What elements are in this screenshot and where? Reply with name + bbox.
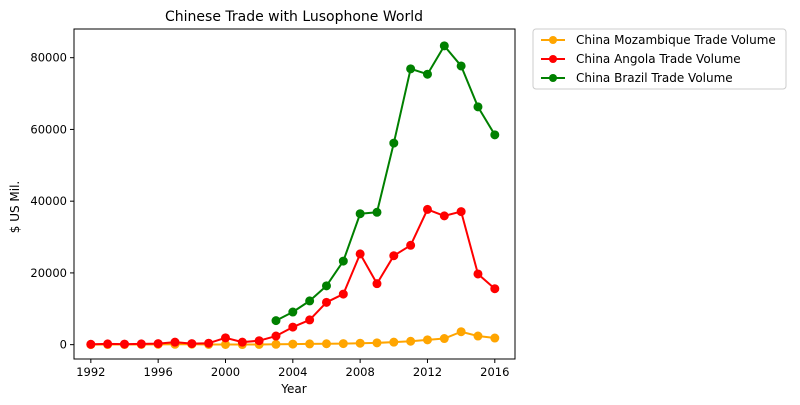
data-point: [490, 284, 500, 294]
x-tick-label: 2008: [346, 365, 375, 379]
data-point: [372, 279, 382, 289]
data-point: [119, 339, 129, 349]
data-point: [254, 336, 264, 346]
x-tick-label: 2016: [480, 365, 509, 379]
data-point: [170, 337, 180, 347]
data-point: [490, 333, 500, 343]
data-point: [456, 327, 466, 337]
data-point: [305, 315, 315, 325]
series-line-2: [275, 44, 496, 322]
legend-marker: [549, 74, 557, 82]
data-point: [305, 296, 315, 306]
data-point: [389, 251, 399, 261]
data-point: [406, 336, 416, 346]
y-tick-label: 40000: [30, 194, 67, 208]
legend: China Mozambique Trade Volume China Angol…: [532, 28, 787, 90]
legend-box: [532, 28, 787, 90]
x-tick-label: 2000: [211, 365, 240, 379]
y-tick-label: 60000: [30, 122, 67, 136]
data-point: [271, 339, 281, 349]
data-point: [389, 337, 399, 347]
y-axis-label: $ US Mil.: [8, 181, 22, 234]
data-point: [288, 307, 298, 317]
legend-label: China Mozambique Trade Volume: [576, 33, 776, 47]
data-point: [338, 256, 348, 266]
data-point: [321, 339, 331, 349]
x-axis-label: Year: [280, 382, 306, 396]
data-point: [372, 338, 382, 348]
chart-title: Chinese Trade with Lusophone World: [165, 9, 423, 25]
data-point: [456, 61, 466, 71]
data-point: [439, 211, 449, 221]
data-point: [439, 334, 449, 344]
data-point: [136, 339, 146, 349]
legend-marker: [549, 55, 557, 63]
x-tick-label: 2012: [413, 365, 442, 379]
data-point: [422, 69, 432, 79]
legend-label: China Brazil Trade Volume: [576, 71, 733, 85]
data-point: [220, 333, 230, 343]
data-point: [422, 204, 432, 214]
data-point: [456, 207, 466, 217]
data-point: [86, 339, 96, 349]
data-point: [389, 138, 399, 148]
data-point: [237, 337, 247, 347]
y-tick-label: 0: [60, 338, 67, 352]
y-tick-label: 20000: [30, 266, 67, 280]
data-point: [103, 339, 113, 349]
legend-label: China Angola Trade Volume: [576, 52, 741, 66]
data-point: [204, 338, 214, 348]
data-point: [305, 339, 315, 349]
data-point: [288, 339, 298, 349]
data-point: [490, 130, 500, 140]
data-point: [271, 331, 281, 341]
data-point: [338, 339, 348, 349]
data-point: [338, 289, 348, 299]
data-point: [321, 281, 331, 291]
data-point: [473, 269, 483, 279]
legend-marker: [549, 36, 557, 44]
data-point: [355, 338, 365, 348]
data-point: [355, 249, 365, 259]
data-point: [406, 240, 416, 250]
data-point: [321, 297, 331, 307]
data-point: [355, 209, 365, 219]
data-point: [372, 207, 382, 217]
plot-area: 1992 1996 2000 2004 2008 2012 2016 0 20000 40000 6…: [30, 28, 516, 379]
x-tick-label: 2004: [278, 365, 307, 379]
y-tick-label: 80000: [30, 51, 67, 65]
data-point: [473, 102, 483, 112]
data-point: [271, 316, 281, 326]
y-axis-label-group: $ US Mil.: [8, 181, 22, 234]
x-tick-label: 1992: [76, 365, 105, 379]
data-point: [422, 335, 432, 345]
data-point: [406, 64, 416, 74]
data-point: [439, 41, 449, 51]
data-point: [187, 339, 197, 349]
x-tick-label: 1996: [144, 365, 173, 379]
data-point: [153, 339, 163, 349]
plot-frame: [73, 28, 516, 360]
data-point: [288, 322, 298, 332]
data-point: [473, 331, 483, 341]
